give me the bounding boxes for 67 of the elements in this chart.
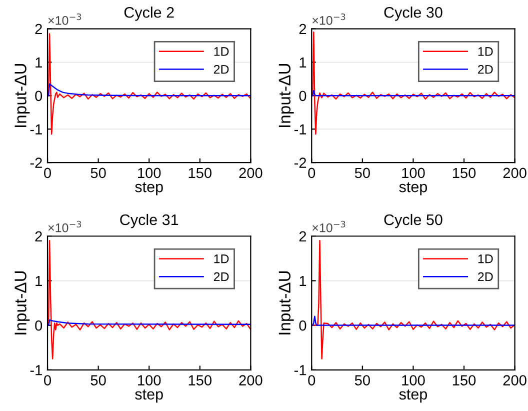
x-axis-title: step bbox=[399, 182, 428, 196]
x-tick-label: 50 bbox=[90, 375, 106, 386]
x-tick-label: 150 bbox=[188, 375, 212, 386]
x-tick-label: 100 bbox=[138, 168, 161, 178]
y-tick-label: 0 bbox=[299, 90, 306, 102]
y-tick-label: -1 bbox=[30, 124, 42, 134]
x-axis-title: step bbox=[135, 182, 163, 196]
legend-label: 2D bbox=[214, 64, 229, 74]
x-tick-label: 100 bbox=[138, 375, 161, 386]
y-tick-label: -1 bbox=[294, 124, 306, 134]
text: ×10$^{−3}$ bbox=[312, 13, 346, 25]
y-tick-label: 0 bbox=[35, 90, 42, 102]
x-axis-title: step bbox=[135, 390, 163, 403]
y-tick-label: 2 bbox=[299, 24, 306, 34]
x-tick-label: 0 bbox=[308, 375, 316, 386]
legend-label: 1D bbox=[478, 47, 493, 56]
y-tick-label: 2 bbox=[299, 231, 306, 242]
x-tick-label: 200 bbox=[503, 375, 526, 386]
x-tick-label: 100 bbox=[402, 168, 425, 178]
x-tick-label: 200 bbox=[239, 168, 262, 178]
y-tick-label: 1 bbox=[300, 276, 306, 286]
y-tick-label: -2 bbox=[294, 158, 306, 168]
legend-label: 2D bbox=[478, 272, 493, 282]
text: ×10$^{−3}$ bbox=[312, 220, 346, 232]
x-tick-label: 150 bbox=[452, 375, 476, 386]
y-axis-title: Input-ΔU bbox=[14, 64, 30, 128]
chart-title: Cycle 30 bbox=[384, 6, 442, 21]
y-tick-label: 0 bbox=[299, 320, 306, 331]
x-tick-label: 50 bbox=[90, 168, 106, 178]
x-axis-title: step bbox=[399, 390, 428, 403]
x-tick-label: 0 bbox=[308, 168, 316, 178]
legend-label: 1D bbox=[478, 254, 493, 264]
line-series bbox=[48, 33, 251, 135]
x-tick-label: 0 bbox=[44, 375, 52, 386]
chart-title: Cycle 50 bbox=[384, 214, 442, 228]
x-tick-label: 150 bbox=[188, 168, 212, 178]
x-tick-label: 200 bbox=[503, 168, 526, 178]
y-tick-label: -1 bbox=[294, 365, 306, 376]
x-tick-label: 150 bbox=[452, 168, 476, 178]
legend-label: 1D bbox=[214, 254, 229, 264]
x-tick-label: 50 bbox=[354, 375, 370, 386]
legend-label: 1D bbox=[214, 47, 229, 56]
y-tick-label: -1 bbox=[30, 365, 42, 376]
legend-label: 2D bbox=[478, 64, 493, 74]
x-tick-label: 200 bbox=[239, 375, 262, 386]
line-series bbox=[48, 83, 251, 96]
y-tick-label: 2 bbox=[35, 231, 42, 242]
y-tick-label: 2 bbox=[35, 24, 42, 34]
x-tick-label: 100 bbox=[402, 375, 425, 386]
chart-title: Cycle 31 bbox=[120, 214, 178, 228]
y-tick-label: 1 bbox=[36, 276, 42, 286]
y-axis-title: Input-ΔU bbox=[278, 271, 294, 334]
y-axis-title: Input-ΔU bbox=[278, 64, 294, 128]
line-series bbox=[48, 240, 251, 360]
x-tick-label: 0 bbox=[44, 168, 52, 178]
line-series bbox=[312, 240, 515, 360]
x-tick-label: 50 bbox=[354, 168, 370, 178]
chart-title: Cycle 2 bbox=[124, 6, 174, 21]
y-tick-label: 1 bbox=[300, 57, 306, 68]
y-tick-label: 1 bbox=[36, 57, 42, 68]
text: ×10$^{−3}$ bbox=[48, 220, 82, 232]
legend-label: 2D bbox=[214, 272, 229, 282]
line-series bbox=[312, 31, 515, 135]
text: ×10$^{−3}$ bbox=[48, 13, 82, 25]
y-axis-title: Input-ΔU bbox=[14, 271, 30, 334]
y-tick-label: -2 bbox=[30, 158, 42, 168]
y-tick-label: 0 bbox=[35, 320, 42, 331]
